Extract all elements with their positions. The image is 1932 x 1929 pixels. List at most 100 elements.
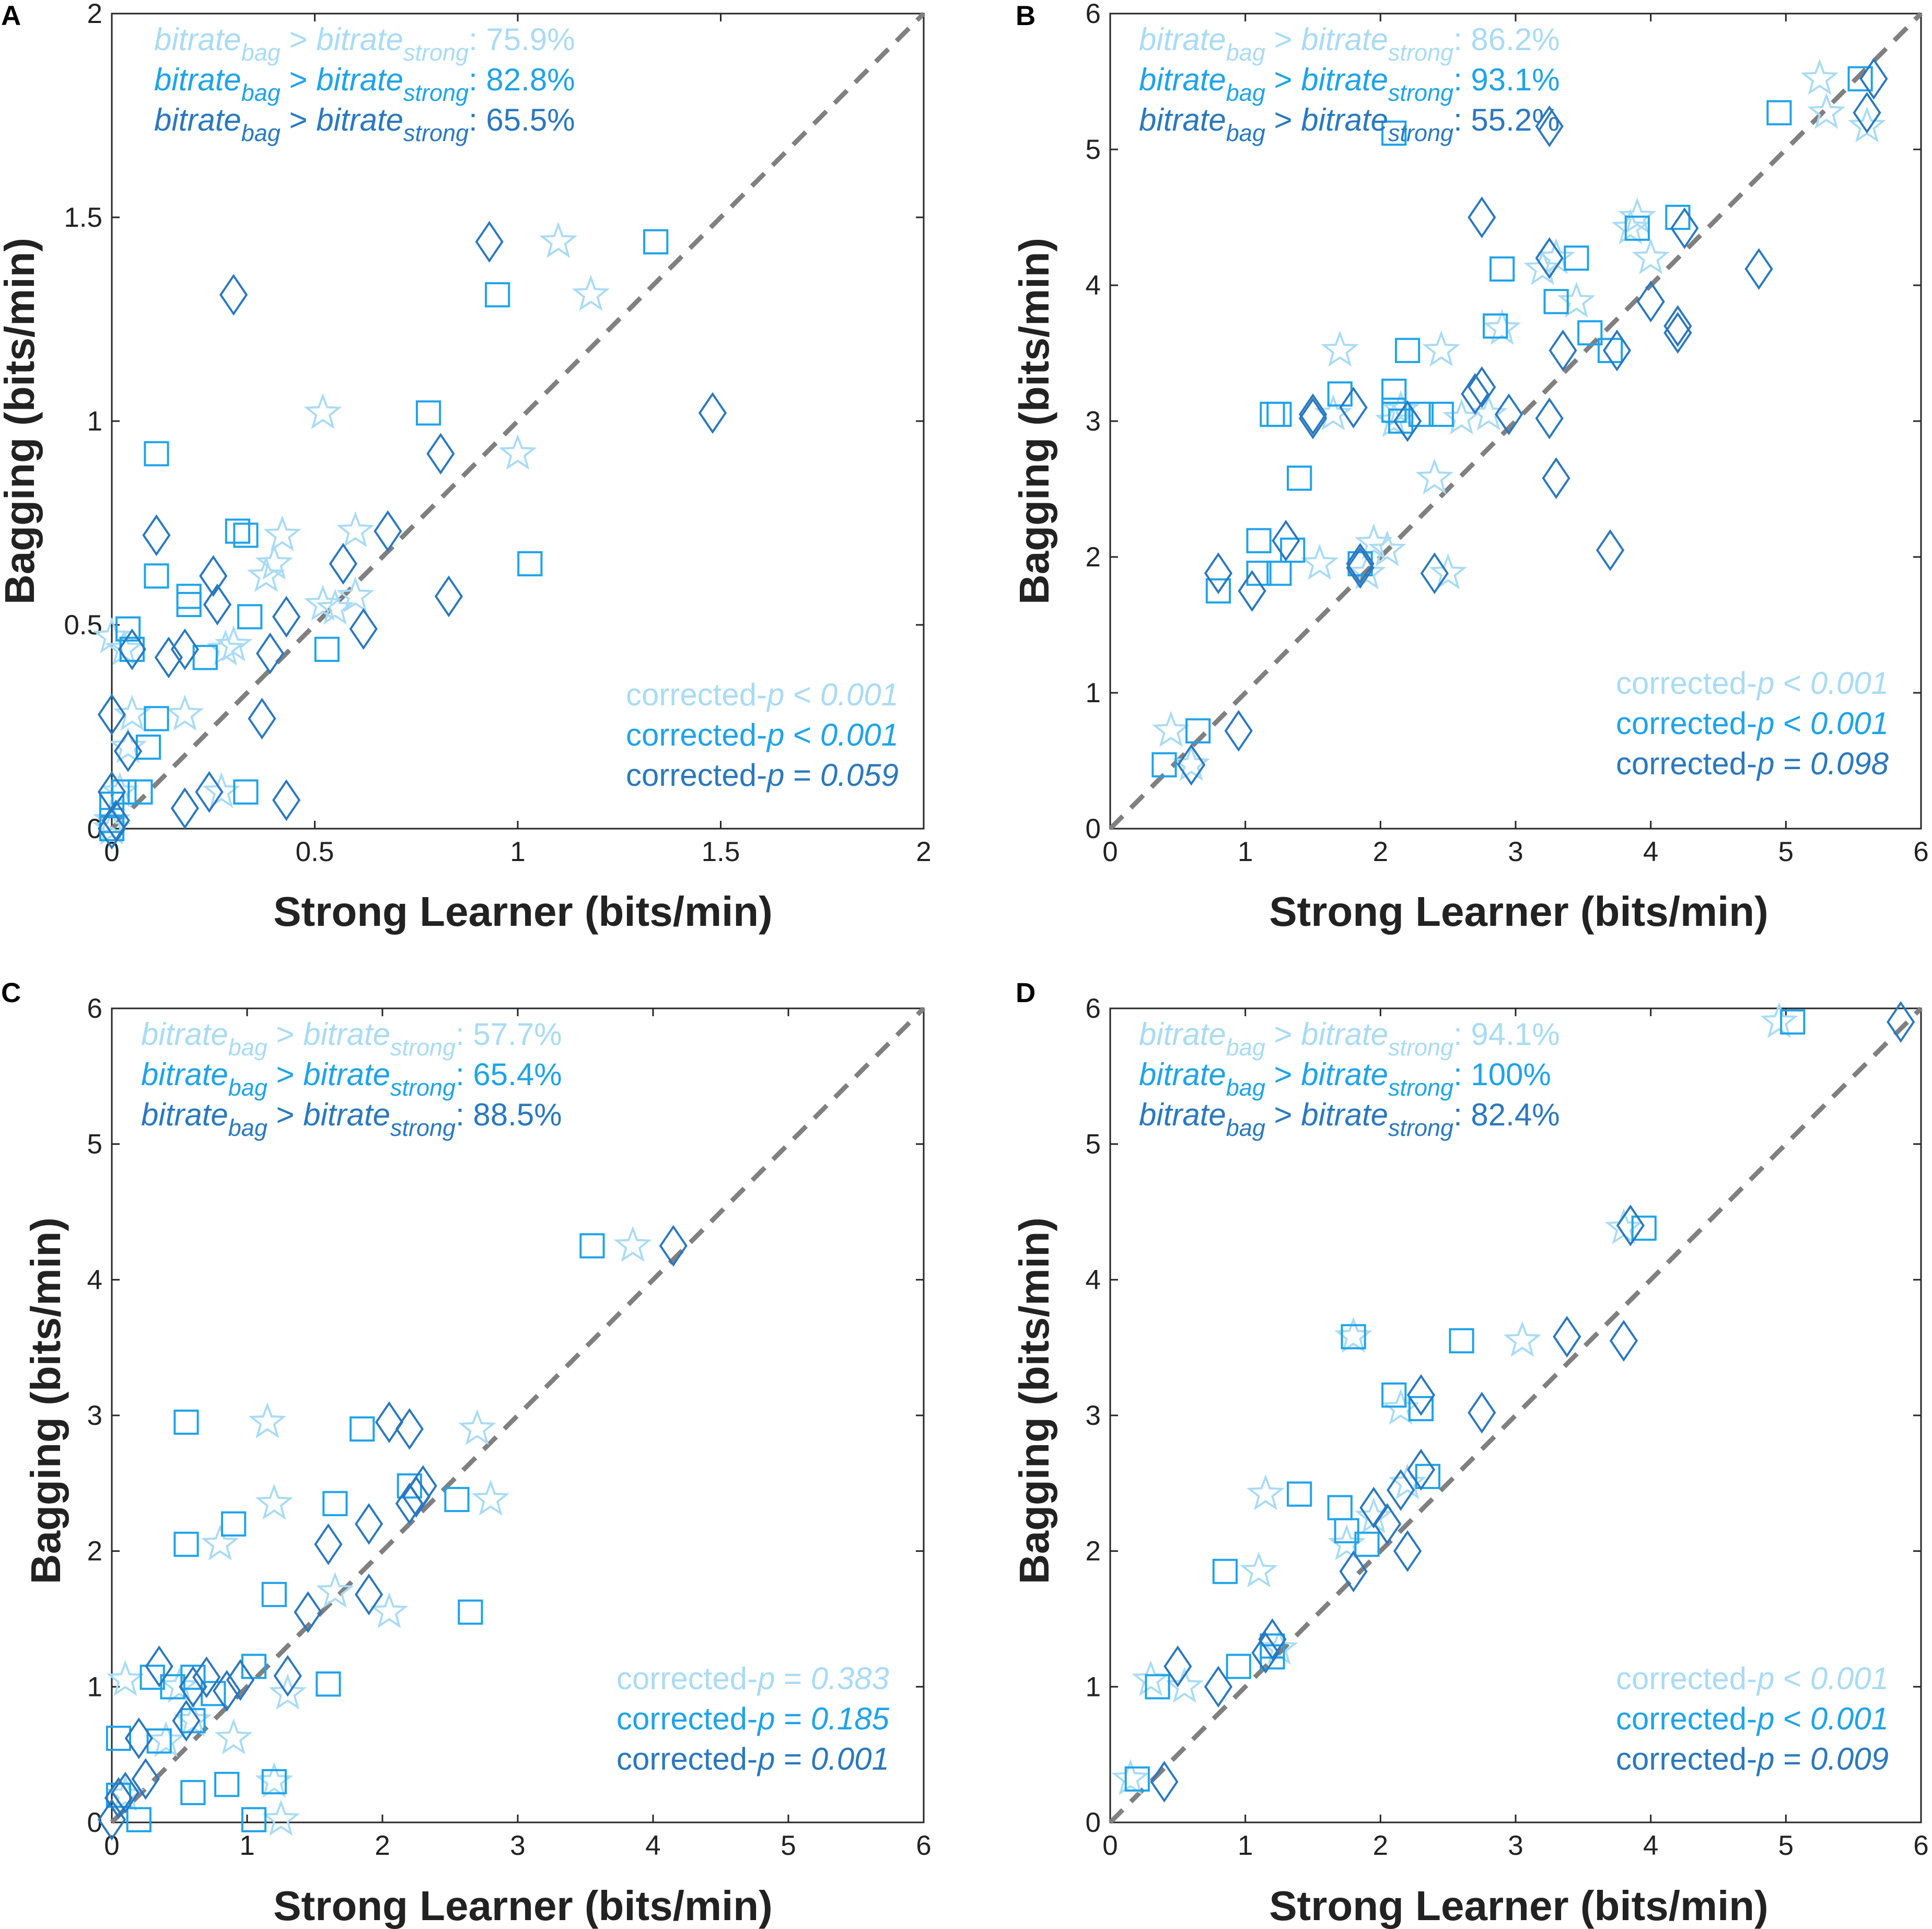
square-marker: [1489, 256, 1515, 282]
x-tick-label: 3: [1508, 836, 1523, 867]
x-tick-label: 1: [510, 836, 525, 867]
x-tick-label: 4: [1643, 836, 1658, 867]
x-tick-label: 1: [1238, 1830, 1253, 1861]
star-marker: [1368, 530, 1406, 566]
star-marker: [1348, 553, 1386, 590]
percent-annotation: bitratebag > bitratestrong: 86.2%: [1139, 22, 1560, 66]
star-marker: [539, 222, 578, 258]
square-marker: [233, 779, 259, 805]
y-tick-label: 0: [1086, 1807, 1101, 1838]
square-marker: [126, 1807, 152, 1832]
diamond-marker: [170, 787, 199, 829]
square-marker: [1408, 401, 1434, 427]
star-marker: [1557, 281, 1596, 318]
star-marker: [1618, 197, 1657, 234]
x-tick-label: 3: [1508, 1830, 1523, 1861]
square-marker: [1212, 1559, 1238, 1584]
diamond-marker: [1663, 305, 1692, 347]
star-marker: [147, 1721, 185, 1758]
square-marker: [314, 636, 340, 662]
diamond-marker: [255, 632, 285, 675]
diamond-marker: [172, 1700, 201, 1742]
square-marker: [176, 591, 202, 618]
x-tick-label: 3: [510, 1830, 525, 1861]
percent-annotation: bitratebag > bitratestrong: 55.2%: [1139, 102, 1560, 146]
diamond-marker: [354, 1573, 383, 1616]
star-marker: [255, 1483, 294, 1520]
square-marker: [192, 645, 218, 670]
diamond-marker: [395, 1408, 424, 1450]
diamond-marker: [118, 628, 146, 670]
y-tick-label: 5: [1086, 134, 1101, 165]
diamond-marker: [329, 543, 358, 585]
diamond-marker: [1636, 281, 1665, 323]
y-axis-label: Bagging (bits/min): [22, 1217, 69, 1584]
y-axis-label: Bagging (bits/min): [1011, 238, 1057, 605]
square-marker: [221, 1511, 247, 1537]
p-value-annotation: corrected-p = 0.098: [1616, 746, 1889, 781]
diamond-marker: [195, 771, 224, 813]
x-axis-label: Strong Learner (bits/min): [273, 888, 773, 935]
square-marker: [144, 441, 169, 467]
square-marker: [106, 1725, 132, 1751]
square-marker: [1280, 537, 1306, 563]
square-marker: [1408, 1396, 1434, 1422]
percent-annotation: bitratebag > bitratestrong: 82.8%: [154, 62, 575, 106]
diamond-marker: [395, 1482, 424, 1525]
y-tick-label: 6: [1086, 0, 1101, 29]
square-marker: [1334, 1518, 1359, 1543]
x-tick-label: 0: [1102, 836, 1118, 867]
diamond-marker: [402, 1475, 430, 1518]
y-tick-label: 4: [1086, 1264, 1101, 1295]
square-marker: [1415, 1463, 1440, 1489]
diamond-marker: [154, 636, 183, 679]
square-marker: [444, 1486, 470, 1513]
square-marker: [127, 779, 153, 805]
diamond-marker: [213, 1670, 241, 1712]
square-marker: [485, 282, 510, 308]
star-marker: [1800, 59, 1839, 95]
star-marker: [1632, 238, 1670, 274]
y-tick-label: 5: [1086, 1129, 1101, 1160]
diamond-marker: [1238, 570, 1266, 612]
star-marker: [613, 1226, 652, 1262]
diamond-marker: [1339, 387, 1368, 428]
p-value-annotation: corrected-p = 0.185: [616, 1701, 890, 1736]
y-tick-label: 1: [87, 406, 102, 437]
square-marker: [1449, 1328, 1474, 1354]
star-marker: [1381, 390, 1420, 427]
square-marker: [1205, 578, 1231, 604]
diamond-marker: [1420, 552, 1449, 595]
star-marker: [106, 1660, 145, 1696]
square-marker: [1347, 551, 1373, 577]
diamond-marker: [1163, 1645, 1192, 1688]
x-tick-label: 6: [1913, 836, 1928, 867]
star-marker: [92, 617, 131, 654]
diamond-marker: [219, 274, 248, 316]
star-marker: [304, 584, 342, 621]
square-marker: [233, 522, 259, 548]
identity-line: [1108, 11, 1923, 831]
square-marker: [119, 636, 145, 662]
panel-letter-c: C: [1, 978, 21, 1008]
square-marker: [214, 1772, 240, 1797]
star-marker: [1442, 398, 1481, 435]
x-tick-label: 1.5: [702, 836, 740, 867]
x-tick-label: 0.5: [296, 836, 334, 867]
y-tick-label: 1.5: [64, 202, 102, 233]
diamond-marker: [124, 1717, 153, 1759]
diamond-marker: [1616, 1204, 1645, 1247]
square-marker: [1564, 245, 1589, 271]
diamond-marker: [131, 1758, 160, 1800]
y-tick-label: 2: [1086, 542, 1101, 573]
x-tick-label: 6: [916, 1830, 931, 1861]
star-marker: [269, 1674, 307, 1710]
percent-annotation: bitratebag > bitratestrong: 57.7%: [141, 1017, 562, 1061]
square-marker: [180, 1780, 206, 1805]
diamond-marker: [434, 575, 463, 618]
square-marker: [1327, 381, 1353, 407]
panel-d: D 00 1 1 2 2 3 3 4 4 5 5 6 6 bitratebag > bitratestro…: [1011, 978, 1929, 1929]
p-value-annotation: corrected-p = 0.009: [1616, 1741, 1889, 1776]
star-marker: [166, 694, 204, 731]
